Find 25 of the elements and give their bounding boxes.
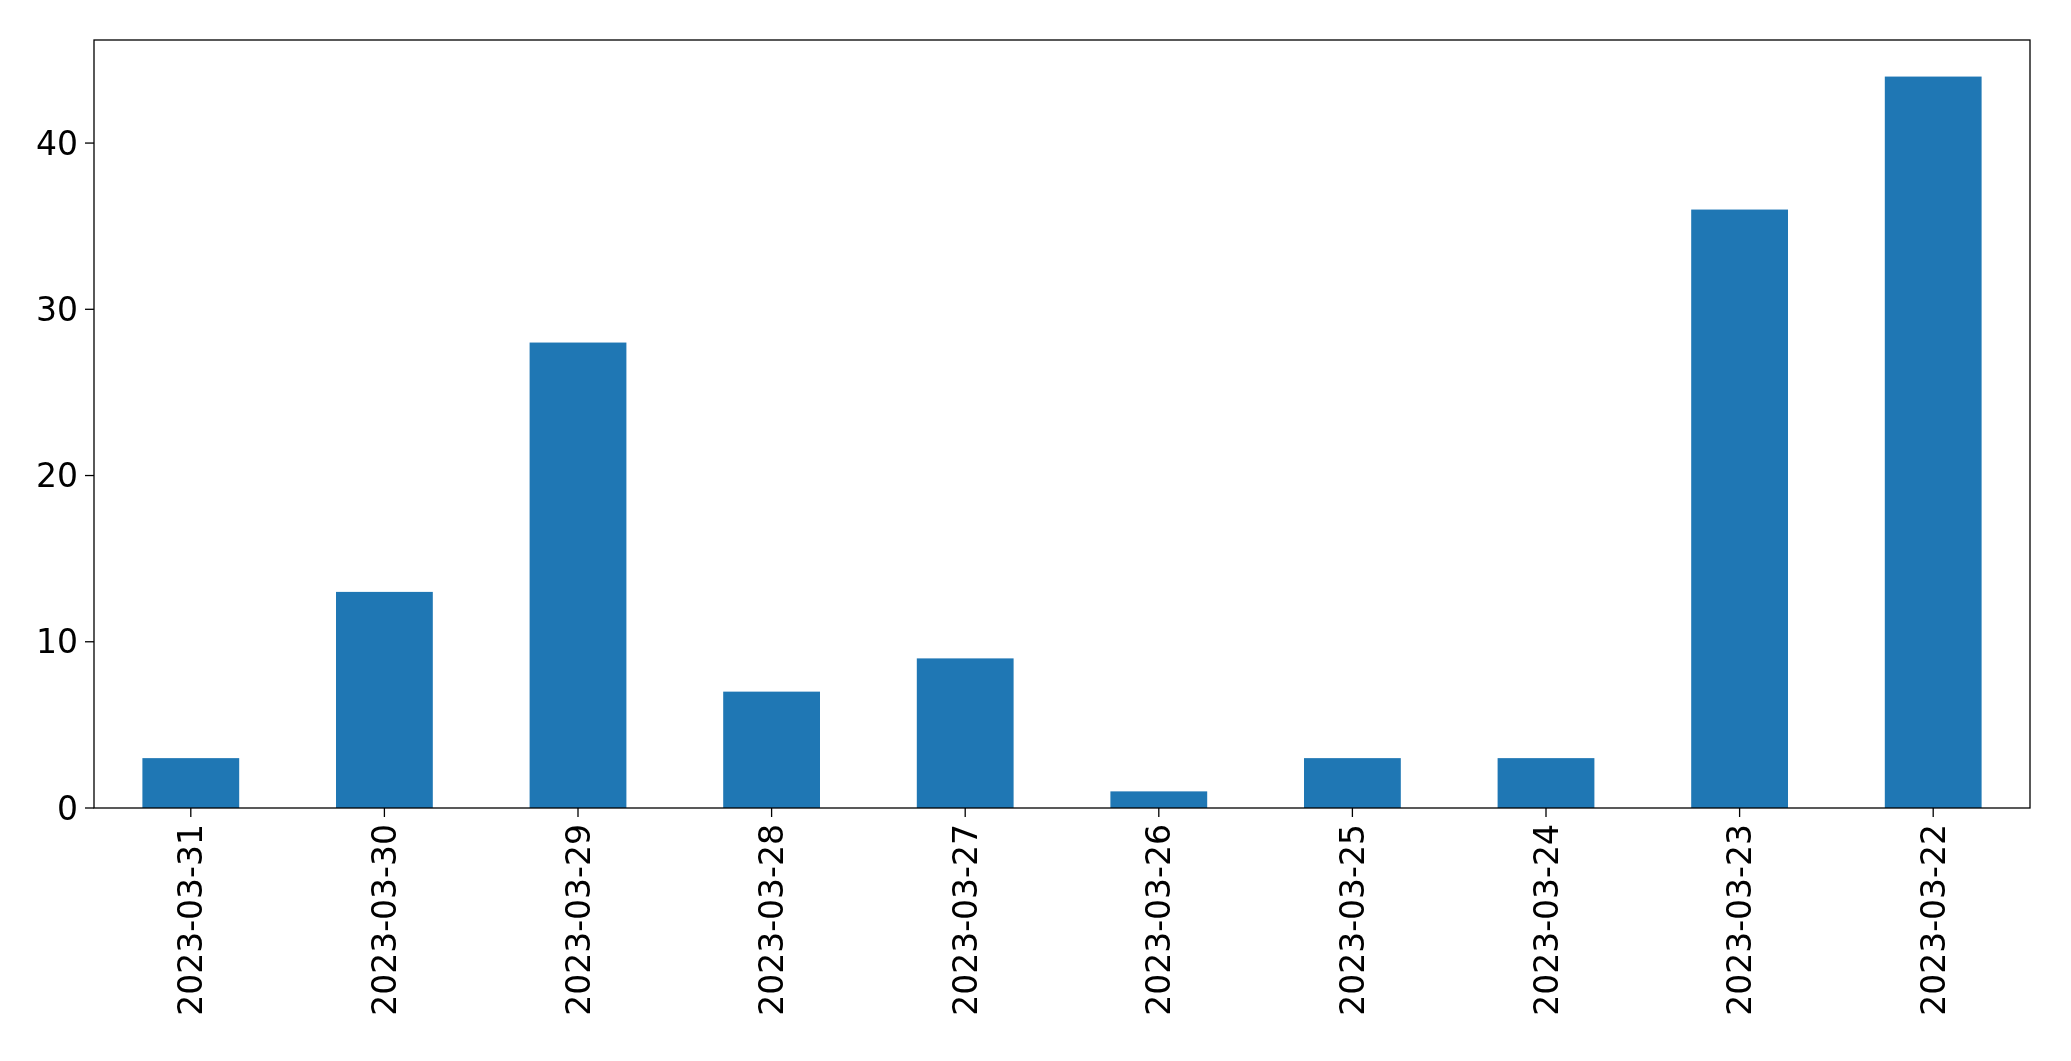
x-tick-label: 2023-03-23 (1720, 824, 1760, 1016)
bar (1497, 758, 1595, 808)
x-tick-label: 2023-03-30 (364, 824, 404, 1016)
bar (1884, 76, 1982, 808)
bar (1691, 209, 1788, 808)
y-tick-label: 0 (57, 788, 78, 828)
x-tick-label: 2023-03-29 (558, 824, 598, 1016)
x-tick-label: 2023-03-25 (1332, 824, 1372, 1016)
x-tick-label: 2023-03-31 (171, 824, 211, 1016)
bar (1304, 758, 1401, 808)
bar (916, 658, 1014, 808)
bar (529, 342, 627, 808)
bar (723, 691, 820, 808)
y-tick-label: 10 (36, 622, 78, 662)
y-tick-label: 20 (36, 456, 78, 496)
y-tick-label: 30 (36, 289, 78, 329)
x-tick-label: 2023-03-22 (1913, 824, 1953, 1016)
x-tick-label: 2023-03-28 (752, 824, 792, 1016)
bar (142, 758, 240, 808)
x-tick-label: 2023-03-26 (1139, 824, 1179, 1016)
y-tick-label: 40 (36, 123, 78, 163)
bar (1110, 791, 1208, 808)
x-tick-label: 2023-03-27 (945, 824, 985, 1016)
bar (336, 591, 433, 808)
x-tick-label: 2023-03-24 (1526, 824, 1566, 1016)
